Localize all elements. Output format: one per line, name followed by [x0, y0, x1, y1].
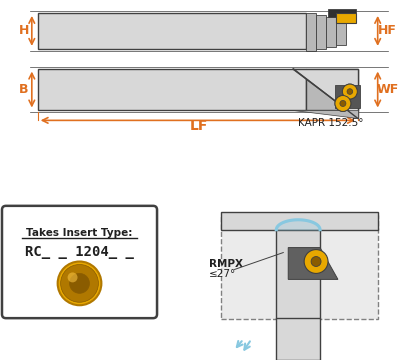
Text: Takes Insert Type:: Takes Insert Type: [26, 228, 133, 238]
Circle shape [58, 261, 101, 305]
Circle shape [340, 100, 346, 106]
FancyBboxPatch shape [2, 206, 157, 318]
Circle shape [61, 265, 98, 302]
Text: WF: WF [376, 83, 399, 96]
Polygon shape [336, 13, 356, 23]
Bar [221, 212, 378, 230]
Bar [316, 15, 326, 49]
Text: KAPR 152.5°: KAPR 152.5° [298, 118, 364, 129]
Circle shape [342, 84, 357, 99]
Circle shape [335, 96, 351, 112]
Polygon shape [293, 110, 358, 118]
Bar [336, 19, 346, 45]
Polygon shape [293, 69, 358, 118]
Circle shape [70, 273, 90, 293]
Circle shape [342, 84, 357, 99]
Circle shape [340, 100, 346, 106]
Bar [38, 69, 306, 110]
Bar [306, 69, 358, 110]
Bar [306, 13, 316, 51]
Polygon shape [288, 248, 338, 279]
Circle shape [68, 273, 78, 282]
Bar [276, 318, 320, 360]
Bar [276, 230, 320, 319]
Text: RC_ _ 1204_ _: RC_ _ 1204_ _ [25, 244, 134, 258]
Circle shape [347, 89, 353, 94]
Bar [328, 9, 356, 17]
Polygon shape [335, 84, 360, 108]
Bar [221, 215, 378, 319]
Circle shape [347, 89, 353, 94]
Bar [326, 17, 336, 47]
Circle shape [304, 249, 328, 273]
Circle shape [335, 96, 351, 112]
Text: RMPX: RMPX [209, 260, 243, 270]
Text: HF: HF [378, 25, 397, 38]
Text: LF: LF [190, 119, 208, 133]
Bar [38, 13, 306, 49]
Text: H: H [19, 25, 29, 38]
Text: B: B [19, 83, 29, 96]
Circle shape [311, 257, 321, 266]
Text: ≤27°: ≤27° [209, 269, 236, 279]
